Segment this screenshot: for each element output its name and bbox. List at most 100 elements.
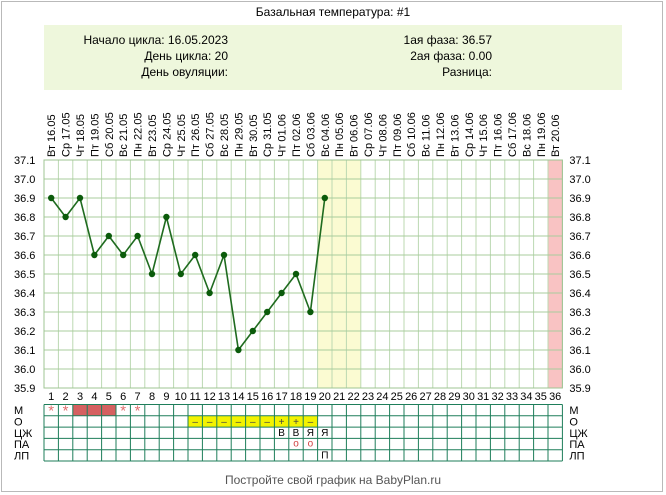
other-cell-fill bbox=[216, 415, 232, 428]
row-label-right: ЛП bbox=[569, 450, 584, 462]
date-label: Ср 07.06 bbox=[363, 112, 375, 157]
day-number-label: 3 bbox=[77, 391, 83, 403]
y-tick-label-left: 37.1 bbox=[14, 155, 35, 167]
day-number-label: 10 bbox=[175, 391, 187, 403]
y-tick-label-right: 36.2 bbox=[569, 326, 590, 338]
day-number-label: 1 bbox=[48, 391, 54, 403]
day-number-label: 11 bbox=[189, 391, 200, 403]
y-tick-label-left: 36.4 bbox=[14, 288, 35, 300]
date-label: Вс 04.06 bbox=[320, 114, 332, 157]
date-label: Чт 15.06 bbox=[478, 114, 490, 157]
date-label: Пн 05.06 bbox=[334, 112, 346, 157]
chart-title: Базальная температура: #1 bbox=[255, 5, 411, 19]
date-label: Чт 08.06 bbox=[377, 114, 389, 157]
temperature-point bbox=[264, 308, 271, 316]
row-label-right: М bbox=[569, 405, 578, 417]
phase2-text: 2ая фаза: 0.00 bbox=[410, 49, 492, 63]
temperature-point bbox=[177, 270, 184, 278]
date-label: Чт 25.05 bbox=[176, 114, 188, 157]
y-tick-label-right: 36.1 bbox=[569, 345, 590, 357]
date-label: Вт 23.05 bbox=[147, 114, 159, 157]
day-number-label: 30 bbox=[463, 391, 475, 403]
mucus-mark: Я bbox=[307, 428, 314, 439]
other-cell-fill bbox=[245, 415, 260, 428]
y-tick-label-right: 36.0 bbox=[569, 364, 590, 376]
date-label: Пн 22.05 bbox=[133, 112, 145, 157]
row-label-left: ПА bbox=[14, 439, 30, 451]
day-number-label: 34 bbox=[520, 391, 532, 403]
temperature-point bbox=[249, 327, 256, 335]
y-tick-label-left: 36.6 bbox=[14, 250, 35, 262]
day-number-label: 4 bbox=[91, 391, 97, 403]
y-tick-label-left: 37.0 bbox=[14, 174, 35, 186]
date-label: Сб 27.05 bbox=[205, 112, 217, 157]
day-number-label: 17 bbox=[275, 391, 287, 403]
temperature-point bbox=[148, 270, 156, 278]
date-label: Вс 21.05 bbox=[118, 114, 130, 157]
day-number-label: 36 bbox=[549, 391, 561, 403]
pa-mark: o bbox=[308, 438, 314, 449]
date-label: Вт 16.05 bbox=[46, 114, 58, 157]
other-mark: – bbox=[308, 417, 314, 428]
mucus-mark: В bbox=[293, 428, 300, 439]
date-label: Пн 12.06 bbox=[435, 112, 447, 157]
other-mark: – bbox=[264, 417, 270, 428]
date-label: Пт 02.06 bbox=[291, 113, 303, 157]
date-label: Ср 14.06 bbox=[464, 112, 476, 157]
date-label: Ср 31.05 bbox=[262, 112, 274, 157]
date-label: Пт 19.05 bbox=[89, 113, 101, 157]
y-tick-label-left: 36.2 bbox=[14, 326, 35, 338]
day-number-label: 25 bbox=[391, 391, 403, 403]
other-mark: – bbox=[236, 417, 242, 428]
day-number-label: 15 bbox=[247, 391, 259, 403]
cycle-info-panel: Начало цикла: 16.05.2023 День цикла: 20 … bbox=[44, 25, 622, 90]
row-label-right: О bbox=[569, 416, 578, 428]
temperature-point bbox=[76, 194, 84, 202]
temperature-point bbox=[307, 308, 314, 316]
row-label-left: М bbox=[14, 405, 23, 417]
row-label-right: ЦЖ bbox=[569, 428, 587, 440]
day-number-label: 7 bbox=[135, 391, 141, 403]
date-label: Ср 24.05 bbox=[161, 112, 173, 157]
date-label: Пн 29.05 bbox=[233, 112, 245, 157]
ovulation-day-text: День овуляции: bbox=[141, 65, 228, 79]
y-tick-label-left: 36.7 bbox=[14, 231, 35, 243]
day-number-label: 35 bbox=[535, 391, 547, 403]
y-tick-label-left: 35.9 bbox=[14, 383, 35, 395]
menses-star: * bbox=[135, 402, 141, 419]
menses-star: * bbox=[120, 402, 126, 419]
day-number-label: 32 bbox=[491, 391, 503, 403]
y-tick-label-left: 36.3 bbox=[14, 307, 35, 319]
day-number-label: 28 bbox=[434, 391, 446, 403]
temperature-point bbox=[62, 213, 69, 221]
day-number-label: 22 bbox=[347, 391, 359, 403]
temperature-point bbox=[134, 232, 141, 240]
day-number-label: 24 bbox=[376, 391, 388, 403]
other-mark: – bbox=[250, 417, 256, 428]
other-cell-fill bbox=[202, 415, 217, 428]
row-label-left: О bbox=[14, 416, 23, 428]
other-cell-fill bbox=[288, 415, 304, 428]
temperature-point bbox=[120, 251, 127, 259]
y-tick-label-right: 37.0 bbox=[569, 174, 590, 186]
row-label-left: ЦЖ bbox=[14, 428, 32, 440]
temperature-point bbox=[192, 251, 199, 259]
date-label: Вс 11.06 bbox=[421, 114, 433, 157]
y-tick-label-right: 36.7 bbox=[569, 231, 590, 243]
pa-mark: o bbox=[293, 438, 299, 449]
day-number-label: 8 bbox=[149, 391, 155, 403]
day-number-label: 12 bbox=[203, 391, 215, 403]
day-number-label: 2 bbox=[63, 391, 69, 403]
other-cell-fill bbox=[274, 415, 289, 428]
temperature-point bbox=[91, 251, 98, 259]
date-label: Вт 06.06 bbox=[349, 114, 361, 157]
y-tick-label-right: 36.6 bbox=[569, 250, 590, 262]
difference-text: Разница: bbox=[442, 65, 492, 79]
footer-link-text[interactable]: Постройте свой график на BabyPlan.ru bbox=[224, 473, 442, 487]
day-number-label: 21 bbox=[333, 391, 345, 403]
plot-border bbox=[43, 159, 563, 389]
other-mark: – bbox=[207, 417, 213, 428]
